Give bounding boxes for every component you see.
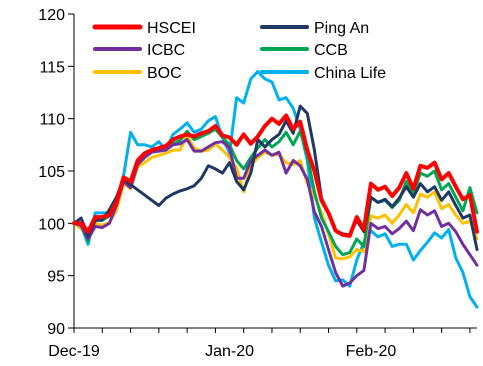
series-line-ping-an <box>72 104 479 251</box>
x-tick-label: Feb-20 <box>346 343 397 360</box>
legend-label-icbc: ICBC <box>147 42 185 59</box>
legend-item-hscei: HSCEI <box>92 20 196 37</box>
series-lines <box>72 70 479 309</box>
legend: HSCEI Ping An ICBC CCB BOC China Life <box>92 20 386 82</box>
y-tick-label: 110 <box>39 112 65 129</box>
legend-label-ping-an: Ping An <box>314 20 369 37</box>
series-line-china-life <box>72 70 479 309</box>
legend-item-boc: BOC <box>93 65 182 82</box>
y-tick-label: 115 <box>39 59 65 76</box>
legend-label-hscei: HSCEI <box>147 20 196 37</box>
legend-label-ccb: CCB <box>314 42 348 59</box>
y-tick-label: 90 <box>47 321 65 338</box>
y-tick-label: 95 <box>47 269 65 286</box>
y-tick-label: 120 <box>38 7 65 24</box>
legend-label-boc: BOC <box>147 65 182 82</box>
legend-item-ccb: CCB <box>260 42 348 59</box>
axes: 90 95 100 105 110 115 120 Dec-19 Jan-20 Feb-20 <box>38 7 477 360</box>
series-line-hscei <box>72 113 479 238</box>
y-tick-label: 100 <box>38 216 65 233</box>
legend-item-ping-an: Ping An <box>260 20 369 37</box>
x-tick-label: Dec-19 <box>48 343 100 360</box>
series-line-icbc <box>72 138 479 288</box>
legend-item-icbc: ICBC <box>93 42 185 59</box>
legend-item-china-life: China Life <box>260 65 386 82</box>
y-tick-label: 105 <box>38 164 65 181</box>
x-tick-label: Jan-20 <box>205 343 254 360</box>
legend-label-china-life: China Life <box>314 65 386 82</box>
